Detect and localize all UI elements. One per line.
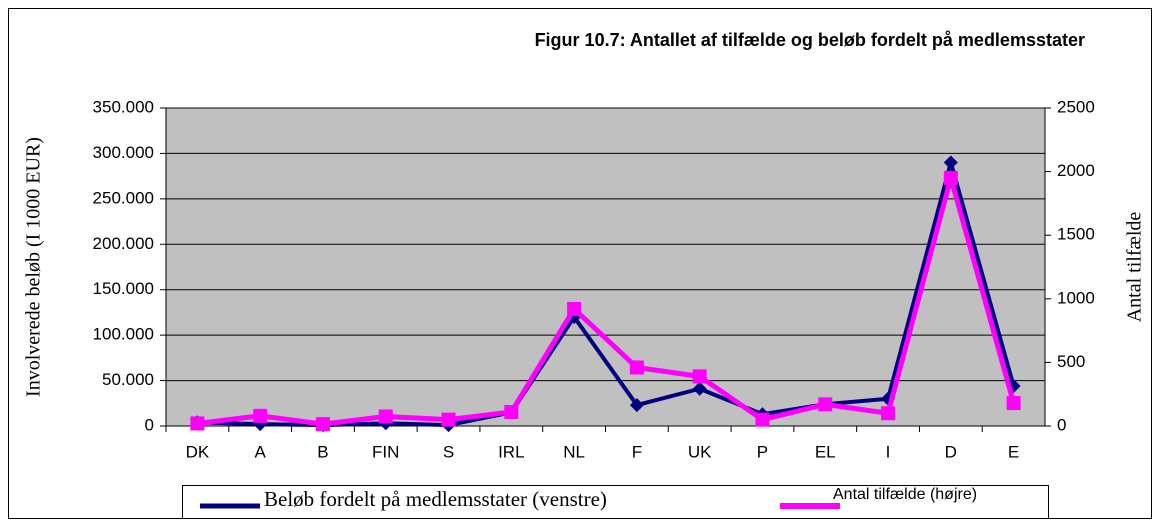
marker <box>692 369 707 384</box>
x-tick-label: NL <box>563 442 585 461</box>
marker <box>1006 396 1021 411</box>
x-tick-label: I <box>886 442 891 461</box>
chart-title: Figur 10.7: Antallet af tilfælde og belø… <box>535 30 1085 50</box>
x-tick-label: EL <box>815 442 836 461</box>
x-tick-label: FIN <box>372 442 399 461</box>
x-tick-label: F <box>632 442 642 461</box>
marker <box>818 397 833 412</box>
x-tick-label: B <box>317 442 328 461</box>
marker <box>504 405 519 420</box>
y-tick-label: 150.000 <box>93 279 154 298</box>
plot-area <box>165 107 1046 427</box>
x-tick-label: S <box>443 442 454 461</box>
marker <box>190 416 205 431</box>
marker <box>881 406 896 421</box>
x-tick-label: P <box>757 442 768 461</box>
legend-label: Antal tilfælde (højre) <box>833 486 977 503</box>
y2-tick-label: 0 <box>1057 415 1066 434</box>
marker <box>567 301 582 316</box>
y2-tick-label: 1500 <box>1057 225 1095 244</box>
y-tick-label: 250.000 <box>93 188 154 207</box>
marker <box>692 381 707 396</box>
y-tick-label: 0 <box>145 415 154 434</box>
legend-box <box>182 485 1049 519</box>
y2-tick-label: 1000 <box>1057 288 1095 307</box>
marker <box>629 398 644 413</box>
x-tick-label: A <box>255 442 267 461</box>
y2-tick-label: 500 <box>1057 352 1085 371</box>
legend-label: Beløb fordelt på medlemsstater (venstre) <box>264 487 607 511</box>
y2-tick-label: 2500 <box>1057 97 1095 116</box>
marker <box>943 155 958 170</box>
marker <box>441 412 456 427</box>
x-tick-label: D <box>945 442 957 461</box>
marker <box>378 409 393 424</box>
marker <box>253 408 268 423</box>
series-line <box>197 175 1017 427</box>
y-tick-label: 50.000 <box>102 370 154 389</box>
marker <box>755 412 770 427</box>
y-tick-label: 300.000 <box>93 143 154 162</box>
y-tick-label: 350.000 <box>93 97 154 116</box>
x-tick-label: DK <box>186 442 210 461</box>
x-tick-label: IRL <box>498 442 524 461</box>
x-tick-label: E <box>1008 442 1019 461</box>
marker <box>629 360 644 375</box>
marker <box>315 417 330 432</box>
y-tick-label: 200.000 <box>93 234 154 253</box>
marker <box>943 170 958 185</box>
y2-tick-label: 2000 <box>1057 161 1095 180</box>
y-axis-label: Involverede beløb (I 1000 EUR) <box>23 137 45 397</box>
y2-axis-label: Antal tilfælde <box>1124 212 1146 323</box>
y-tick-label: 100.000 <box>93 325 154 344</box>
x-tick-label: UK <box>688 442 712 461</box>
